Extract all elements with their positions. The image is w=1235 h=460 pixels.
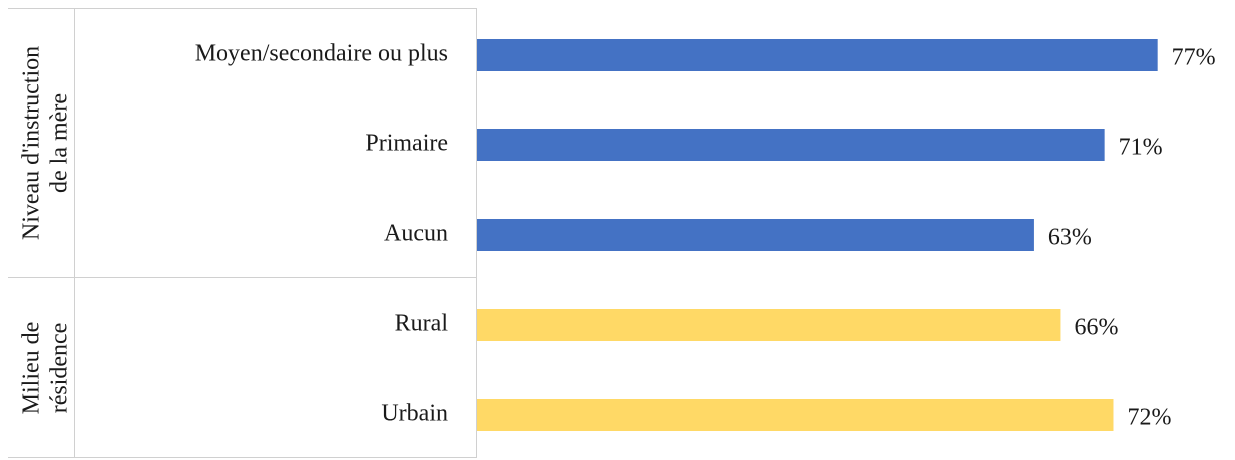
- category-label: Aucun: [384, 221, 448, 247]
- value-labels: 77% 71% 63% 66% 72%: [1048, 45, 1216, 431]
- bar: [477, 129, 1105, 161]
- chart-frame: [8, 8, 477, 458]
- group-label-line: Niveau d'instruction: [19, 46, 45, 240]
- category-label: Urbain: [381, 401, 448, 427]
- value-label: 71%: [1119, 135, 1163, 161]
- group-label-line: Milieu de: [19, 322, 45, 415]
- bar: [477, 399, 1114, 431]
- bar: [477, 309, 1061, 341]
- category-labels: Moyen/secondaire ou plus Primaire Aucun Rur…: [195, 41, 449, 427]
- value-label: 63%: [1048, 225, 1092, 251]
- group-label-line: de la mère: [47, 93, 73, 193]
- value-label: 77%: [1172, 45, 1216, 71]
- category-label: Moyen/secondaire ou plus: [195, 41, 448, 67]
- bar: [477, 219, 1034, 251]
- group-labels: Niveau d'instruction de la mère Milieu de r…: [19, 46, 73, 414]
- value-label: 72%: [1127, 405, 1171, 431]
- bar: [477, 39, 1158, 71]
- bars: [477, 39, 1158, 431]
- group-label-line: résidence: [47, 323, 73, 414]
- category-label: Primaire: [365, 131, 448, 157]
- category-label: Rural: [395, 311, 449, 337]
- value-label: 66%: [1074, 315, 1118, 341]
